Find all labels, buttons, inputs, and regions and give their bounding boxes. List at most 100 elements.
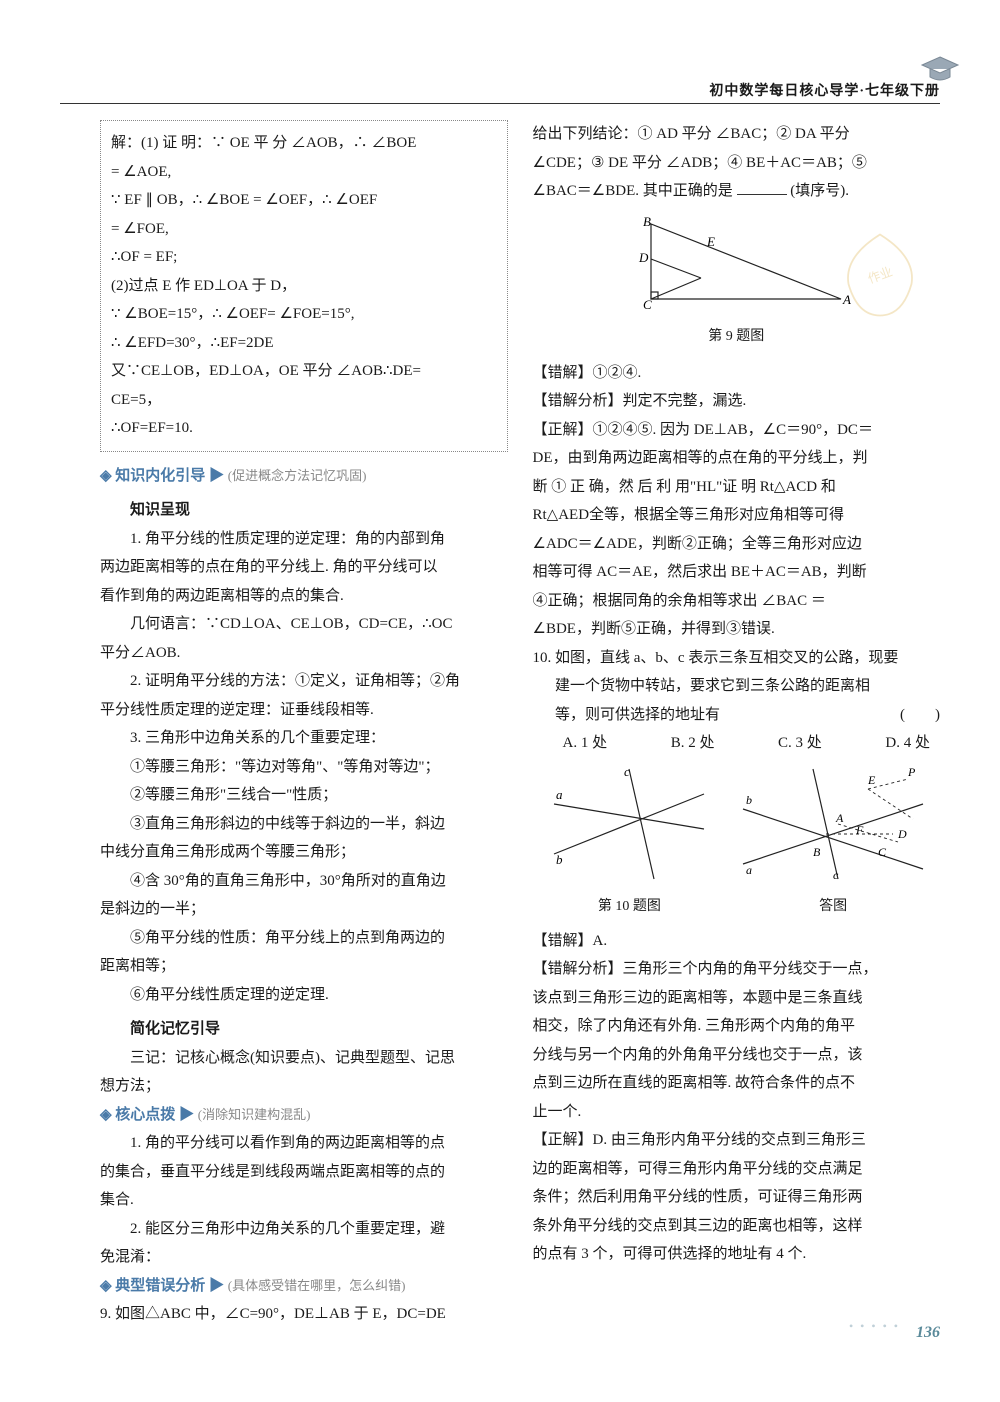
zsnh-row: ◈ 知识内化引导 ▶ (促进概念方法记忆巩固) xyxy=(100,462,508,491)
zhengjie10b: 边的距离相等，可得三角形内角平分线的交点满足 xyxy=(533,1155,941,1184)
svg-text:B: B xyxy=(813,845,821,859)
figure-10-row: a b c 第 10 题图 xyxy=(533,764,941,921)
svg-text:B: B xyxy=(643,214,651,229)
zhengjie10a: 【正解】D. 由三角形内角平分线的交点到三角形三 xyxy=(533,1126,941,1155)
p4e: 中线分直角三角形成两个等腰三角形； xyxy=(100,838,508,867)
svg-text:A: A xyxy=(835,811,844,825)
p4j: ⑥角平分线性质定理的逆定理. xyxy=(100,981,508,1010)
fig9-caption: 第 9 题图 xyxy=(533,324,941,351)
zhengjie10c: 条件；然后利用角平分线的性质，可证得三角形两 xyxy=(533,1183,941,1212)
q9-cont-b: ∠CDE；③ DE 平分 ∠ADB；④ BE＋AC＝AB；⑤ xyxy=(533,149,941,178)
p3b: 平分线性质定理的逆定理：证垂线段相等. xyxy=(100,696,508,725)
sol-l7: ∵ ∠BOE=15°，∴ ∠OEF= ∠FOE=15°, xyxy=(111,300,497,329)
svg-text:b: b xyxy=(556,852,563,867)
cuojie10fd: 分线与另一个内角的外角角平分线也交于一点，该 xyxy=(533,1041,941,1070)
sol-l11: ∴OF=EF=10. xyxy=(111,414,497,443)
jianhua-head: 简化记忆引导 xyxy=(100,1015,508,1044)
q9: 9. 如图△ABC 中，∠C=90°，DE⊥AB 于 E，DC=DE xyxy=(100,1300,508,1329)
p6b: 的集合，垂直平分线是到线段两端点距离相等的点的 xyxy=(100,1158,508,1187)
page-number: 136 xyxy=(916,1324,940,1342)
sol-l1: 解：(1) 证 明：∵ OE 平 分 ∠AOB，∴ ∠BOE xyxy=(111,129,497,158)
svg-text:C: C xyxy=(643,297,652,312)
svg-text:D: D xyxy=(897,827,907,841)
zhengjie9e: ∠ADC＝∠ADE，判断②正确；全等三角形对应边 xyxy=(533,530,941,559)
p3a: 2. 证明角平分线的方法：①定义，证角相等；②角 xyxy=(100,667,508,696)
zhengjie10e: 的点有 3 个，可得可供选择的地址有 4 个. xyxy=(533,1240,941,1269)
hexin-row: ◈ 核心点拨 ▶ (消除知识建构混乱) xyxy=(100,1101,508,1130)
p7b: 免混淆： xyxy=(100,1243,508,1272)
p5b: 想方法； xyxy=(100,1072,508,1101)
right-column: 给出下列结论：① AD 平分 ∠BAC；② DA 平分 ∠CDE；③ DE 平分… xyxy=(533,120,941,1329)
svg-text:F: F xyxy=(855,823,864,837)
svg-text:D: D xyxy=(638,250,649,265)
solution-box: 解：(1) 证 明：∵ OE 平 分 ∠AOB，∴ ∠BOE = ∠AOE, ∵… xyxy=(100,120,508,452)
cuojie10fe: 点到三边所在直线的距离相等. 故符合条件的点不 xyxy=(533,1069,941,1098)
opt-c: C. 3 处 xyxy=(778,729,822,758)
q9-blank xyxy=(737,180,787,195)
cuojie10fb: 该点到三角形三边的距离相等，本题中是三条直线 xyxy=(533,984,941,1013)
q10c-row: 等，则可供选择的地址有 ( ) xyxy=(533,701,941,730)
content-body: 解：(1) 证 明：∵ OE 平 分 ∠AOB，∴ ∠BOE = ∠AOE, ∵… xyxy=(100,120,940,1329)
sol-l10: CE=5， xyxy=(111,386,497,415)
cuojie10fc: 相交，除了内角还有外角. 三角形两个内角的角平 xyxy=(533,1012,941,1041)
p4f: ④含 30°角的直角三角形中，30°角所对的直角边 xyxy=(100,867,508,896)
opt-a: A. 1 处 xyxy=(563,729,608,758)
watermark-icon: 作业 xyxy=(835,230,925,320)
p4b: ①等腰三角形："等边对等角"、"等角对等边"； xyxy=(100,753,508,782)
zsnh-sub: (促进概念方法记忆巩固) xyxy=(228,468,367,483)
sol-l3: ∵ EF ∥ OB，∴ ∠BOE = ∠OEF，∴ ∠OEF xyxy=(111,186,497,215)
figure-10-left: a b c 第 10 题图 xyxy=(544,764,714,921)
header-rule xyxy=(60,103,940,104)
page-header: 初中数学每日核心导学·七年级下册 xyxy=(709,80,940,100)
zhengjie9g: ④正确；根据同角的余角相等求出 ∠BAC ＝ xyxy=(533,587,941,616)
cuojie10: 【错解】A. xyxy=(533,927,941,956)
q10a: 10. 如图，直线 a、b、c 表示三条互相交叉的公路，现要 xyxy=(533,644,941,673)
p4i: 距离相等； xyxy=(100,952,508,981)
svg-text:b: b xyxy=(746,793,752,807)
p5a: 三记：记核心概念(知识要点)、记典型题型、记思 xyxy=(100,1044,508,1073)
svg-text:P: P xyxy=(907,765,916,779)
dianxing-head: ◈ 典型错误分析 ▶ xyxy=(100,1278,224,1294)
sol-l4: = ∠FOE, xyxy=(111,215,497,244)
q10b: 建一个货物中转站，要求它到三条公路的距离相 xyxy=(533,672,941,701)
q10c: 等，则可供选择的地址有 xyxy=(555,707,720,723)
figure-10-right: b a c E P A B C F D 答图 xyxy=(738,764,928,921)
sol-l5: ∴OF = EF; xyxy=(111,243,497,272)
p4g: 是斜边的一半； xyxy=(100,895,508,924)
p2b: 平分∠AOB. xyxy=(100,639,508,668)
zhengjie9a: 【正解】①②④⑤. 因为 DE⊥AB，∠C＝90°，DC＝ xyxy=(533,416,941,445)
q9-cont-a: 给出下列结论：① AD 平分 ∠BAC；② DA 平分 xyxy=(533,120,941,149)
q9-cont-c: ∠BAC＝∠BDE. 其中正确的是 xyxy=(533,183,733,199)
svg-text:C: C xyxy=(878,845,887,859)
p1a: 1. 角平分线的性质定理的逆定理：角的内部到角 xyxy=(100,525,508,554)
zhengjie9f: 相等可得 AC＝AE，然后求出 BE＋AC＝AB，判断 xyxy=(533,558,941,587)
svg-text:a: a xyxy=(746,863,752,877)
left-column: 解：(1) 证 明：∵ OE 平 分 ∠AOB，∴ ∠BOE = ∠AOE, ∵… xyxy=(100,120,508,1329)
zhengjie9d: Rt△AED全等，根据全等三角形对应角相等可得 xyxy=(533,501,941,530)
p1b: 两边距离相等的点在角的平分线上. 角的平分线可以 xyxy=(100,553,508,582)
p4c: ②等腰三角形"三线合一"性质； xyxy=(100,781,508,810)
svg-text:c: c xyxy=(833,868,839,882)
p2a: 几何语言：∵CD⊥OA、CE⊥OB，CD=CE，∴OC xyxy=(100,610,508,639)
dianxing-row: ◈ 典型错误分析 ▶ (具体感受错在哪里，怎么纠错) xyxy=(100,1272,508,1301)
sol-l8: ∴ ∠EFD=30°，∴EF=2DE xyxy=(111,329,497,358)
hexin-sub: (消除知识建构混乱) xyxy=(198,1107,311,1122)
fig10-caption-l: 第 10 题图 xyxy=(544,894,714,921)
q10-options: A. 1 处 B. 2 处 C. 3 处 D. 4 处 xyxy=(533,729,941,758)
svg-text:a: a xyxy=(556,787,563,802)
svg-text:作业: 作业 xyxy=(866,265,894,287)
dianxing-sub: (具体感受错在哪里，怎么纠错) xyxy=(228,1278,406,1293)
q9-cont-c-row: ∠BAC＝∠BDE. 其中正确的是 (填序号). xyxy=(533,177,941,206)
cuojie10fa: 【错解分析】三角形三个内角的角平分线交于一点， xyxy=(533,955,941,984)
zhishi-chengxian: 知识呈现 xyxy=(100,496,508,525)
cuojie9-fenxi: 【错解分析】判定不完整，漏选. xyxy=(533,387,941,416)
svg-text:E: E xyxy=(706,234,715,249)
p4h: ⑤角平分线的性质：角平分线上的点到角两边的 xyxy=(100,924,508,953)
cuojie10ff: 止一个. xyxy=(533,1098,941,1127)
fig10-caption-r: 答图 xyxy=(738,894,928,921)
hexin-head: ◈ 核心点拨 ▶ xyxy=(100,1107,194,1123)
p4d: ③直角三角形斜边的中线等于斜边的一半，斜边 xyxy=(100,810,508,839)
q9-blank-tail: (填序号). xyxy=(790,183,849,199)
sol-l9: 又∵CE⊥OB，ED⊥OA，OE 平分 ∠AOB∴DE= xyxy=(111,357,497,386)
opt-b: B. 2 处 xyxy=(671,729,715,758)
